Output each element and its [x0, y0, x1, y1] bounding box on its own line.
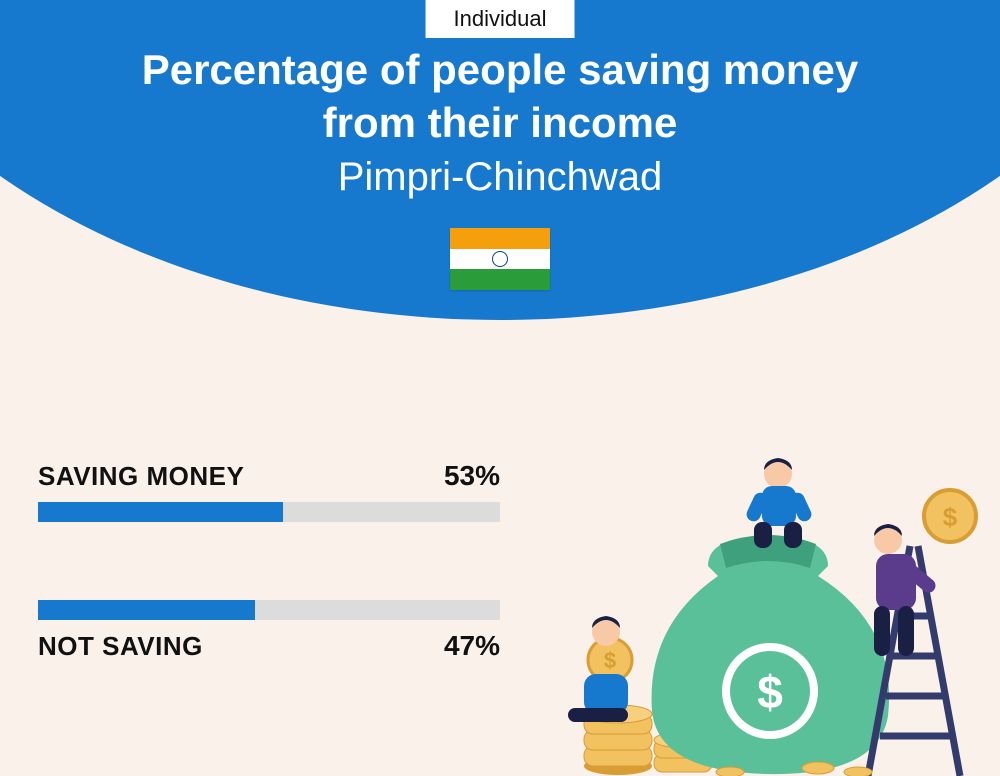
title-subtitle: Pimpri-Chinchwad	[0, 155, 1000, 200]
bar-value: 47%	[444, 630, 500, 662]
bar-saving-money: SAVING MONEY 53%	[38, 460, 500, 522]
title-line2: from their income	[0, 97, 1000, 150]
svg-text:$: $	[943, 502, 958, 532]
person-sitting-icon: $	[568, 616, 632, 722]
page: Individual Percentage of people saving m…	[0, 0, 1000, 776]
flag-green	[450, 269, 550, 290]
money-bag-icon: $	[652, 535, 890, 774]
bar-fill	[38, 502, 283, 522]
bar-fill	[38, 600, 255, 620]
person-top-icon	[744, 458, 813, 548]
bar-header: SAVING MONEY 53%	[38, 460, 500, 492]
svg-text:$: $	[604, 648, 616, 673]
bar-value: 53%	[444, 460, 500, 492]
flag-white	[450, 249, 550, 270]
savings-illustration: $ $	[558, 436, 978, 776]
title-block: Percentage of people saving money from t…	[0, 44, 1000, 200]
badge-label: Individual	[454, 6, 547, 31]
bar-label: NOT SAVING	[38, 631, 203, 662]
india-flag-icon	[450, 228, 550, 290]
bar-header: NOT SAVING 47%	[38, 630, 500, 662]
bar-track	[38, 502, 500, 522]
flag-saffron	[450, 228, 550, 249]
bar-label: SAVING MONEY	[38, 461, 244, 492]
category-badge: Individual	[426, 0, 575, 38]
bars-section: SAVING MONEY 53% NOT SAVING 47%	[38, 460, 500, 740]
flag-chakra-icon	[492, 251, 508, 267]
bar-not-saving: NOT SAVING 47%	[38, 600, 500, 662]
svg-text:$: $	[757, 666, 783, 718]
title-line1: Percentage of people saving money	[0, 44, 1000, 97]
bar-track	[38, 600, 500, 620]
